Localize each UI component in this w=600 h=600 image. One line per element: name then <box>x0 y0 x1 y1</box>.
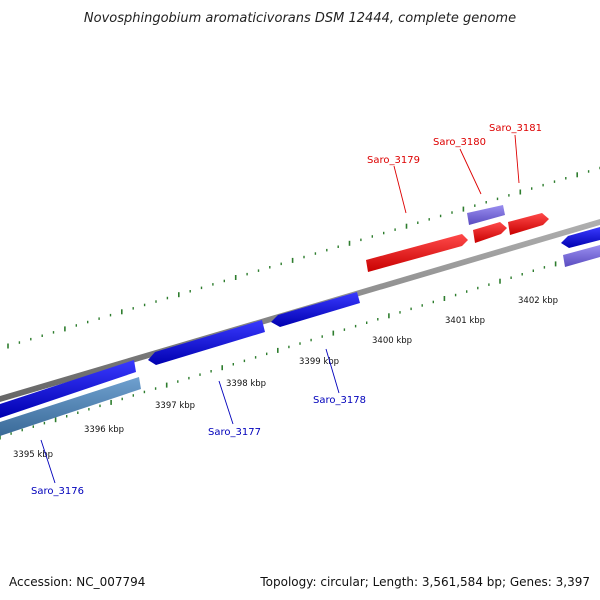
gene-saro-3176-arrow[interactable] <box>0 360 136 418</box>
map-title: Novosphingobium aromaticivorans DSM 1244… <box>84 11 516 26</box>
reverse-strand-features <box>0 227 600 436</box>
gene-saro-3180-arrow[interactable] <box>473 222 507 243</box>
rna-feature-lower[interactable] <box>563 245 600 267</box>
genome-summary-text: Topology: circular; Length: 3,561,584 bp… <box>259 575 590 589</box>
gene-label-saro-3177[interactable]: Saro_3177 <box>208 427 261 438</box>
rna-feature-upper[interactable] <box>467 205 505 225</box>
gene-labels: Saro_3176 Saro_3177 Saro_3178 Saro_3179 … <box>31 123 542 497</box>
gene-saro-3181-arrow[interactable] <box>508 213 549 235</box>
gene-label-saro-3180[interactable]: Saro_3180 <box>433 137 486 148</box>
gene-label-saro-3179[interactable]: Saro_3179 <box>367 155 420 166</box>
gene-saro-3178-arrow[interactable] <box>271 292 360 327</box>
tick-label-3396: 3396 kbp <box>84 425 124 435</box>
tick-label-3397: 3397 kbp <box>155 401 195 411</box>
tick-label-3395: 3395 kbp <box>13 450 53 460</box>
gene-leader-lines <box>40 134 520 484</box>
tick-label-3399: 3399 kbp <box>299 357 339 367</box>
leader-saro-3176 <box>40 439 56 484</box>
leader-saro-3181 <box>514 134 520 184</box>
leader-saro-3177 <box>218 380 234 425</box>
accession-text: Accession: NC_007794 <box>9 575 145 589</box>
gene-label-saro-3178[interactable]: Saro_3178 <box>313 395 366 406</box>
leader-saro-3178 <box>325 348 340 394</box>
tick-label-3402: 3402 kbp <box>518 296 558 306</box>
leader-saro-3179 <box>393 165 407 214</box>
tick-label-3398: 3398 kbp <box>226 379 266 389</box>
leader-saro-3180 <box>459 148 482 195</box>
tick-label-3401: 3401 kbp <box>445 316 485 326</box>
gene-right-edge-arrow[interactable] <box>561 227 600 248</box>
outer-tick-ring <box>7 166 600 349</box>
tick-labels: 3395 kbp 3396 kbp 3397 kbp 3398 kbp 3399… <box>13 296 558 460</box>
gene-saro-3179-arrow[interactable] <box>366 234 468 272</box>
tick-label-3400: 3400 kbp <box>372 336 412 346</box>
gene-label-saro-3181[interactable]: Saro_3181 <box>489 123 542 134</box>
gene-saro-3177-arrow[interactable] <box>148 320 265 365</box>
gene-label-saro-3176[interactable]: Saro_3176 <box>31 486 84 497</box>
gene-saro-3176-steel-feature[interactable] <box>0 377 141 436</box>
forward-strand-features <box>366 205 549 272</box>
inner-tick-ring <box>0 248 600 440</box>
